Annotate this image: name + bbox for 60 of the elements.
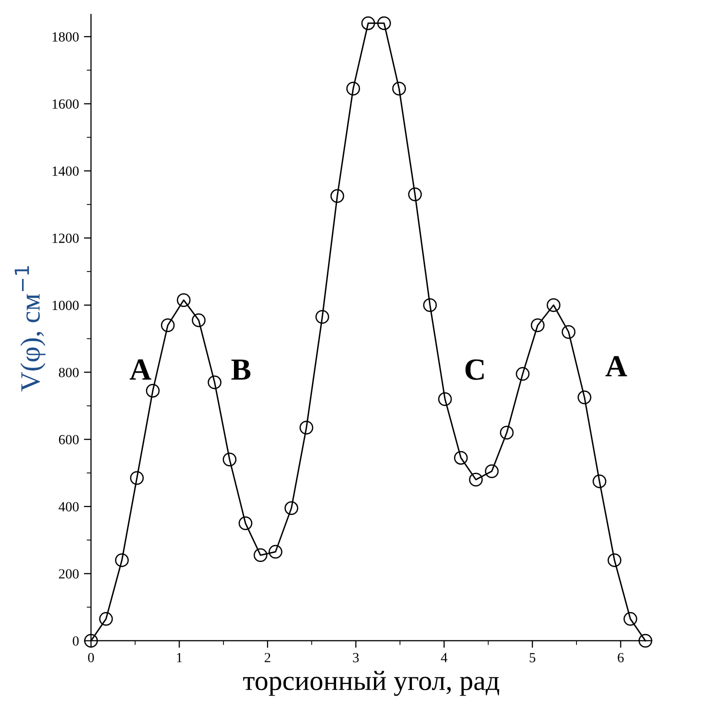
y-tick-label: 0 <box>72 636 79 646</box>
point <box>330 189 344 203</box>
y-tick-label: 1000 <box>52 300 79 310</box>
x-tick-label: 3 <box>353 652 359 662</box>
point <box>423 298 437 312</box>
point <box>408 187 422 202</box>
point <box>592 474 606 488</box>
x-tick-label: 5 <box>530 653 536 662</box>
point <box>315 310 330 324</box>
point <box>84 634 98 648</box>
point <box>361 16 376 30</box>
point <box>268 544 282 559</box>
point <box>624 612 638 626</box>
point <box>346 82 360 96</box>
x-tick-label: 1 <box>177 653 182 662</box>
y-tick-label: 1400 <box>52 166 79 176</box>
annotation: A <box>130 359 152 380</box>
annotation: A <box>606 356 628 376</box>
point <box>238 516 252 530</box>
point <box>638 634 652 648</box>
point <box>284 501 298 516</box>
point <box>469 472 483 487</box>
y-tick-label: 1800 <box>52 32 79 42</box>
point <box>377 16 391 30</box>
point <box>484 464 499 478</box>
x-tick-label: 6 <box>618 652 624 662</box>
point <box>192 313 206 328</box>
point <box>222 452 236 466</box>
point <box>208 375 222 390</box>
point <box>254 548 268 562</box>
point <box>300 420 314 434</box>
point <box>516 367 530 381</box>
x-axis-title: торсионный угол, рад <box>243 670 500 696</box>
point <box>530 318 545 332</box>
point <box>130 471 144 485</box>
point <box>160 318 175 332</box>
x-tick-label: 0 <box>88 652 94 662</box>
point <box>454 450 468 465</box>
x-tick-label: 4 <box>440 653 448 662</box>
y-tick-label: 800 <box>58 368 79 378</box>
y-tick-label: 400 <box>58 502 79 512</box>
point <box>99 612 113 626</box>
point <box>562 325 576 339</box>
x-tick-label: 2 <box>264 652 270 662</box>
point <box>176 293 191 307</box>
point <box>578 390 592 404</box>
point <box>392 82 406 96</box>
point <box>546 298 560 312</box>
y-tick-label: 200 <box>58 569 79 579</box>
point <box>146 384 160 398</box>
y-tick-label: 1600 <box>52 99 79 109</box>
point <box>438 392 452 406</box>
annotation: B <box>231 360 250 380</box>
annotation: C <box>465 359 484 380</box>
point <box>608 553 622 568</box>
y-tick-label: 600 <box>58 434 79 444</box>
y-axis-title: V(φ), см$^{−1}$ <box>14 266 46 392</box>
y-tick-label: 1200 <box>52 234 79 243</box>
point <box>500 426 514 440</box>
point <box>115 553 129 568</box>
